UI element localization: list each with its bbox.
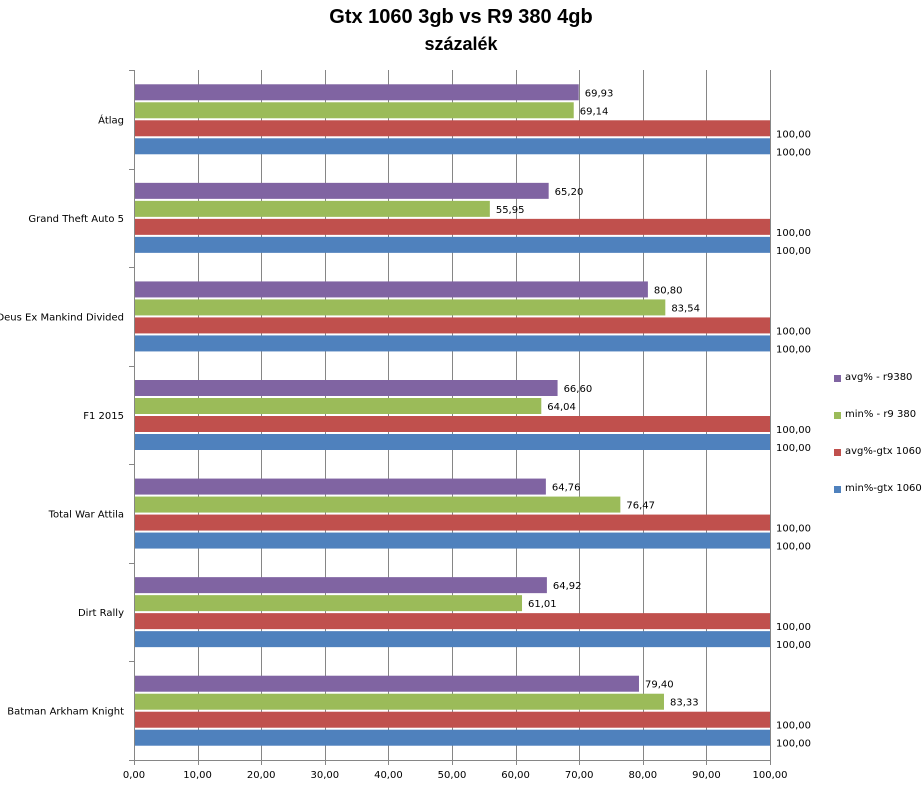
- bar: [134, 102, 574, 119]
- category-label: F1 2015: [83, 411, 124, 422]
- x-tick-label: 10,00: [183, 770, 212, 781]
- bar: [134, 236, 770, 253]
- legend-swatch: [834, 412, 841, 419]
- data-label: 100,00: [776, 147, 811, 158]
- bar: [134, 398, 542, 414]
- bar: [134, 675, 639, 692]
- data-label: 100,00: [776, 739, 811, 750]
- data-label: 100,00: [776, 246, 811, 257]
- legend-item: min%-gtx 1060: [834, 481, 922, 518]
- bar: [134, 120, 770, 137]
- chart-title: Gtx 1060 3gb vs R9 380 4gb: [329, 6, 593, 28]
- bar: [134, 711, 770, 728]
- bar: [134, 218, 770, 235]
- bar: [134, 335, 770, 352]
- bar: [134, 380, 558, 396]
- chart-subtitle: százalék: [424, 34, 498, 54]
- data-label: 100,00: [776, 425, 811, 436]
- data-label: 69,93: [585, 88, 614, 99]
- data-label: 100,00: [776, 344, 811, 355]
- bar: [134, 182, 549, 199]
- data-label: 61,01: [528, 599, 557, 610]
- bar: [134, 631, 770, 648]
- category-label: Átlag: [98, 113, 124, 126]
- data-label: 66,60: [564, 384, 593, 395]
- x-tick-label: 70,00: [565, 770, 594, 781]
- x-tick-label: 80,00: [628, 770, 657, 781]
- bar: [134, 729, 770, 746]
- data-label: 100,00: [776, 129, 811, 140]
- bar: [134, 281, 648, 298]
- x-tick-label: 60,00: [501, 770, 530, 781]
- legend-swatch: [834, 449, 841, 456]
- data-label: 100,00: [776, 542, 811, 553]
- x-tick-label: 40,00: [374, 770, 403, 781]
- legend-label: avg%-gtx 1060: [845, 446, 922, 457]
- legend-label: min%-gtx 1060: [845, 483, 922, 494]
- data-label: 79,40: [645, 680, 674, 691]
- bar: [134, 200, 490, 217]
- bar: [134, 299, 666, 316]
- x-tick-label: 100,00: [753, 770, 788, 781]
- x-tick-label: 50,00: [438, 770, 467, 781]
- bar: [134, 434, 770, 450]
- bar: [134, 478, 546, 495]
- data-label: 100,00: [776, 721, 811, 732]
- category-label: Deus Ex Mankind Divided: [0, 312, 124, 323]
- data-label: 100,00: [776, 622, 811, 633]
- x-tick-label: 20,00: [247, 770, 276, 781]
- data-label: 100,00: [776, 524, 811, 535]
- legend-item: avg% - r9380: [834, 370, 922, 407]
- legend-label: avg% - r9380: [845, 372, 913, 383]
- legend-item: avg%-gtx 1060: [834, 444, 922, 481]
- data-label: 64,76: [552, 483, 581, 494]
- data-label: 64,92: [553, 581, 582, 592]
- x-tick-label: 30,00: [310, 770, 339, 781]
- data-label: 100,00: [776, 326, 811, 337]
- data-label: 55,95: [496, 205, 525, 216]
- data-label: 65,20: [555, 187, 584, 198]
- data-label: 64,04: [547, 402, 576, 413]
- x-tick-label: 90,00: [692, 770, 721, 781]
- category-label: Total War Attila: [48, 510, 124, 521]
- data-label: 80,80: [654, 285, 683, 296]
- data-label: 83,54: [671, 303, 700, 314]
- bar: [134, 577, 547, 594]
- data-label: 100,00: [776, 443, 811, 454]
- bar: [134, 317, 770, 334]
- bar: [134, 496, 621, 513]
- bar: [134, 84, 579, 101]
- legend: avg% - r9380 min% - r9 380 avg%-gtx 1060 mi…: [834, 370, 922, 518]
- data-label: 76,47: [626, 501, 655, 512]
- category-label: Batman Arkham Knight: [7, 707, 124, 718]
- bar: [134, 693, 664, 710]
- x-tick-label: 0,00: [123, 770, 145, 781]
- category-label: Grand Theft Auto 5: [28, 214, 124, 225]
- bar: [134, 532, 770, 549]
- legend-item: min% - r9 380: [834, 407, 922, 444]
- bar: [134, 595, 523, 612]
- data-label: 69,14: [580, 106, 609, 117]
- data-label: 100,00: [776, 640, 811, 651]
- legend-swatch: [834, 486, 841, 493]
- data-label: 100,00: [776, 228, 811, 239]
- bar: [134, 514, 770, 531]
- bar: [134, 138, 770, 155]
- bar: [134, 613, 770, 630]
- data-label: 83,33: [670, 698, 699, 709]
- legend-swatch: [834, 375, 841, 382]
- legend-label: min% - r9 380: [845, 409, 917, 420]
- bar: [134, 416, 770, 432]
- category-label: Dirt Rally: [78, 608, 124, 619]
